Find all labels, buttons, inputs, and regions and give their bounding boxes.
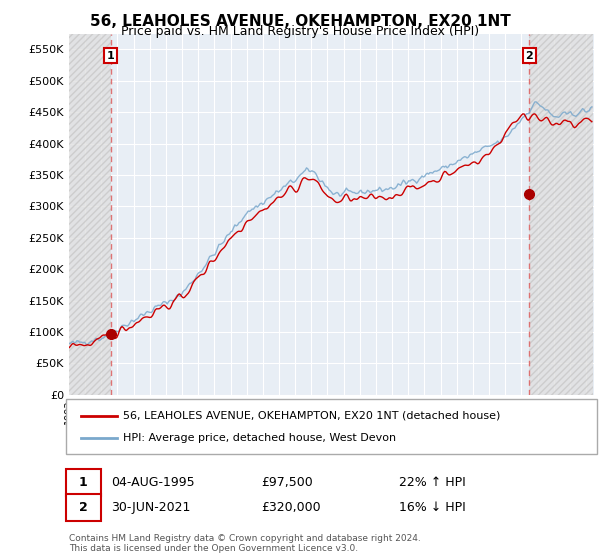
Bar [529,34,593,395]
Text: 2: 2 [526,50,533,60]
Text: 56, LEAHOLES AVENUE, OKEHAMPTON, EX20 1NT: 56, LEAHOLES AVENUE, OKEHAMPTON, EX20 1N… [89,14,511,29]
Text: 04-AUG-1995: 04-AUG-1995 [111,476,194,489]
Text: 16% ↓ HPI: 16% ↓ HPI [399,501,466,515]
Text: 22% ↑ HPI: 22% ↑ HPI [399,476,466,489]
Text: 1: 1 [107,50,115,60]
Text: Price paid vs. HM Land Registry's House Price Index (HPI): Price paid vs. HM Land Registry's House … [121,25,479,38]
Text: HPI: Average price, detached house, West Devon: HPI: Average price, detached house, West… [123,433,396,444]
Text: 56, LEAHOLES AVENUE, OKEHAMPTON, EX20 1NT (detached house): 56, LEAHOLES AVENUE, OKEHAMPTON, EX20 1N… [123,410,500,421]
Text: £320,000: £320,000 [261,501,320,515]
Text: 30-JUN-2021: 30-JUN-2021 [111,501,190,515]
Text: 2: 2 [79,501,88,515]
Bar [69,34,111,395]
Text: £97,500: £97,500 [261,476,313,489]
Text: 1: 1 [79,476,88,489]
Text: Contains HM Land Registry data © Crown copyright and database right 2024.
This d: Contains HM Land Registry data © Crown c… [69,534,421,553]
